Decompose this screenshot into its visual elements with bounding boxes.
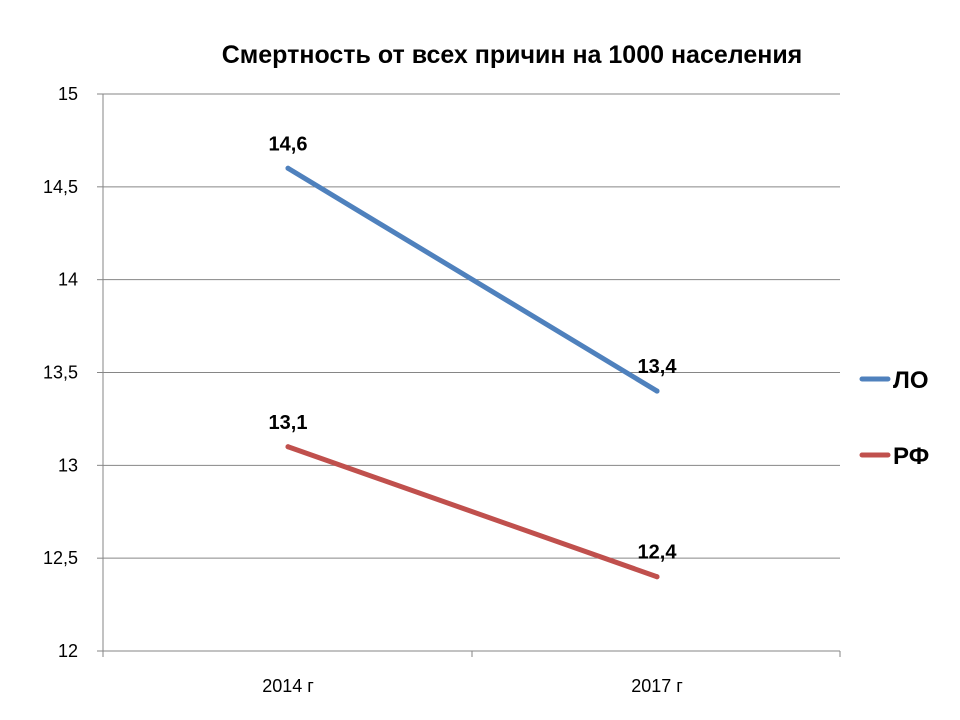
y-tick-label: 15 xyxy=(58,84,78,104)
series-line-lo xyxy=(285,165,660,394)
y-tick-label: 12,5 xyxy=(43,548,78,568)
y-tick-label: 14,5 xyxy=(43,177,78,197)
legend-label: РФ xyxy=(893,443,929,470)
y-tick-label: 13 xyxy=(58,455,78,475)
data-labels: 14,6 13,4 13,1 12,4 xyxy=(269,133,678,563)
x-axis: 2014 г 2017 г xyxy=(102,650,841,696)
y-tick-label: 13,5 xyxy=(43,363,78,383)
series-lines xyxy=(285,165,660,580)
x-tick-label: 2014 г xyxy=(262,676,314,696)
y-tick-label: 12 xyxy=(58,641,78,661)
y-axis: 12 12,5 13 13,5 14 14,5 15 xyxy=(43,84,103,661)
chart-title: Смертность от всех причин на 1000 населе… xyxy=(222,41,803,69)
legend: ЛО РФ xyxy=(859,367,929,470)
data-label: 13,1 xyxy=(269,412,308,434)
data-point xyxy=(285,444,291,450)
series-line-rf xyxy=(285,444,660,580)
data-point xyxy=(654,574,660,580)
gridlines xyxy=(103,93,840,652)
data-label: 13,4 xyxy=(638,356,678,378)
data-point xyxy=(654,388,660,394)
y-tick-label: 14 xyxy=(58,270,78,290)
data-label: 12,4 xyxy=(638,542,678,564)
data-label: 14,6 xyxy=(269,133,308,155)
legend-label: ЛО xyxy=(893,367,929,394)
x-tick-label: 2017 г xyxy=(631,676,683,696)
data-point xyxy=(285,165,291,171)
